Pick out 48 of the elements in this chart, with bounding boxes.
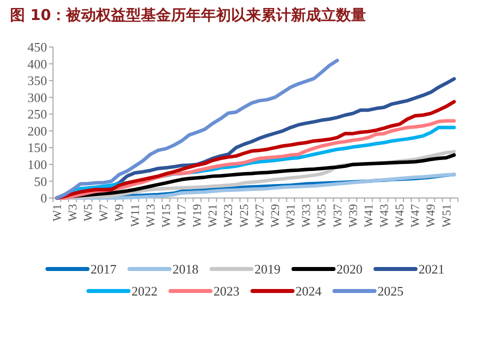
x-tick-label: W9: [112, 204, 126, 222]
legend-label: 2022: [132, 284, 158, 299]
y-tick-label: 150: [28, 140, 47, 156]
x-tick-label: W17: [174, 204, 189, 228]
x-tick-label: W21: [206, 204, 220, 228]
x-tick-label: W45: [392, 204, 407, 228]
legend-label: 2020: [336, 262, 362, 277]
y-tick-label: 300: [28, 90, 47, 105]
x-tick-label: W41: [361, 204, 376, 228]
chart-title: 图 10：被动权益型基金历年年初以来累计新成立数量: [10, 6, 366, 24]
legend-label: 2021: [418, 262, 444, 277]
y-tick-label: 100: [28, 156, 47, 172]
y-tick-label: 200: [28, 123, 47, 138]
x-tick-label: W13: [143, 204, 158, 228]
x-tick-label: W25: [236, 204, 251, 228]
legend-label: 2018: [172, 262, 198, 277]
x-tick-label: W29: [268, 204, 282, 228]
x-tick-label: W51: [439, 204, 454, 228]
x-tick-label: W19: [190, 204, 204, 228]
legend-label: 2017: [90, 262, 117, 277]
x-tick-label: W3: [65, 204, 80, 222]
y-tick-label: 450: [28, 40, 47, 55]
x-tick-label: W27: [252, 204, 266, 228]
legend-label: 2019: [254, 262, 280, 277]
y-tick-label: 50: [34, 174, 47, 189]
y-tick-label: 400: [28, 56, 47, 72]
x-tick-label: W35: [314, 204, 329, 228]
x-tick-label: W11: [128, 204, 142, 227]
x-tick-label: W37: [330, 204, 344, 228]
x-tick-label: W43: [377, 204, 392, 228]
legend-label: 2025: [378, 284, 404, 299]
x-tick-label: W15: [158, 204, 173, 228]
legend-label: 2023: [214, 284, 240, 299]
x-tick-label: W31: [284, 204, 298, 228]
y-tick-label: 0: [40, 190, 47, 206]
x-tick-label: W23: [221, 204, 236, 228]
x-tick-label: W7: [96, 204, 111, 222]
y-tick-label: 350: [28, 73, 47, 88]
x-tick-label: W47: [408, 204, 422, 228]
x-tick-label: W1: [50, 204, 64, 222]
x-tick-label: W33: [299, 204, 314, 228]
line-series: [55, 58, 340, 200]
legend-label: 2024: [296, 284, 322, 299]
y-tick-label: 250: [28, 106, 47, 122]
line-series: [55, 100, 456, 200]
x-tick-label: W39: [346, 204, 360, 228]
x-tick-label: W49: [424, 204, 438, 228]
x-tick-label: W5: [81, 204, 96, 222]
